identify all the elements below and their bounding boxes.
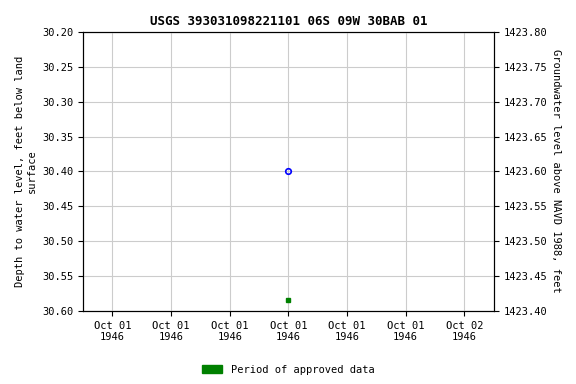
Title: USGS 393031098221101 06S 09W 30BAB 01: USGS 393031098221101 06S 09W 30BAB 01 [150,15,427,28]
Y-axis label: Groundwater level above NAVD 1988, feet: Groundwater level above NAVD 1988, feet [551,50,561,293]
Y-axis label: Depth to water level, feet below land
surface: Depth to water level, feet below land su… [15,56,37,287]
Legend: Period of approved data: Period of approved data [198,361,378,379]
